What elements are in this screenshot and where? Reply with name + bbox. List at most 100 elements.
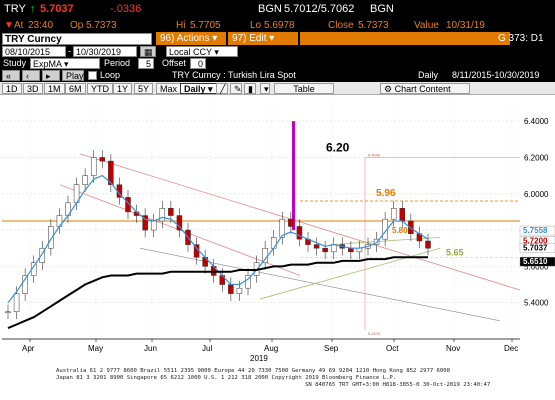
end-date-input[interactable]: 10/30/2019 bbox=[73, 46, 137, 57]
price-label: 5.7037 bbox=[523, 244, 548, 253]
x-tick-label: Jul bbox=[202, 344, 212, 353]
high-value: 5.7705 bbox=[190, 20, 221, 31]
play-button[interactable]: Play bbox=[62, 70, 84, 81]
playback-bar: « ‹ ▸ Play Loop TRY Curncy : Turkish Lir… bbox=[0, 70, 555, 82]
actions-label: Actions bbox=[176, 33, 210, 44]
quote-time: 23:40 bbox=[28, 20, 54, 31]
quote-details: ▼ At 23:40 Op 5.7373 Hi 5.7705 Lo 5.6978… bbox=[0, 20, 555, 32]
y-tick-label: 5.6000 bbox=[524, 262, 549, 271]
period-label: Period bbox=[104, 58, 131, 68]
candle-body bbox=[39, 247, 46, 264]
frequency-label: Daily bbox=[418, 70, 439, 80]
tab-max[interactable]: Max bbox=[156, 83, 182, 94]
table-button[interactable]: Table bbox=[274, 83, 334, 94]
trend-line-green bbox=[259, 247, 441, 300]
price-label-box bbox=[519, 225, 555, 236]
last-price: 5.7037 bbox=[40, 3, 74, 15]
open-label: Op bbox=[70, 20, 84, 31]
page-code: G 373: D1 bbox=[498, 33, 544, 44]
study-label: Study bbox=[3, 58, 27, 68]
candle-body bbox=[22, 275, 28, 294]
currency-select[interactable]: Local CCY ▾ bbox=[166, 46, 238, 57]
command-bar: TRY Curncy 96) Actions ▾ 97) Edit ▾ G 37… bbox=[0, 32, 555, 46]
period-input[interactable]: 5 bbox=[138, 58, 154, 69]
line-tool-icon[interactable]: ╱ bbox=[216, 83, 228, 94]
calendar-icon[interactable]: ▦ bbox=[140, 46, 156, 57]
x-tick-label: Nov bbox=[446, 344, 460, 353]
step-back-icon[interactable]: ‹ bbox=[22, 70, 40, 81]
high-label: Hi bbox=[176, 20, 186, 31]
candle-body bbox=[168, 208, 174, 216]
tab-ytd[interactable]: YTD bbox=[87, 83, 113, 94]
low-value: 5.6978 bbox=[264, 20, 295, 31]
candle-body bbox=[82, 175, 88, 185]
offset-input[interactable]: 0 bbox=[190, 58, 206, 69]
candle-body bbox=[288, 218, 294, 227]
tab-1d[interactable]: 1D bbox=[2, 83, 22, 94]
price-change: -.0336 bbox=[110, 3, 142, 15]
quote-ticker: TRY bbox=[4, 3, 26, 15]
loop-label: Loop bbox=[100, 70, 121, 80]
y-tick-label: 5.4000 bbox=[524, 299, 549, 308]
frequency-value: Daily bbox=[184, 84, 206, 94]
close-value: 5.7373 bbox=[358, 20, 389, 31]
period-tabs: 1D 3D 1M 6M YTD 1Y 5Y Max Daily ▾ ╱ ✎ ▮ … bbox=[0, 82, 555, 95]
edit-number: 97 bbox=[232, 33, 244, 44]
time-prefix: At bbox=[14, 20, 24, 31]
candle-body bbox=[296, 226, 303, 240]
study-select[interactable]: ExpMA ▾ bbox=[30, 58, 100, 69]
open-value: 5.7373 bbox=[86, 20, 117, 31]
candle-body bbox=[390, 208, 397, 220]
candle-body bbox=[228, 284, 234, 294]
toolbar-spacer bbox=[300, 32, 510, 45]
date-span: 8/11/2015-10/30/2019 bbox=[452, 70, 540, 80]
study-bar: Study ExpMA ▾ Period 5 Offset 0 bbox=[0, 58, 555, 70]
step-icon[interactable]: ▸ bbox=[42, 70, 60, 81]
tab-6m[interactable]: 6M bbox=[65, 83, 86, 94]
price-label: 5.7558 bbox=[523, 226, 548, 235]
start-date-input[interactable]: 08/10/2015 bbox=[2, 46, 66, 57]
trend-line-gray bbox=[139, 247, 501, 322]
tab-1y[interactable]: 1Y bbox=[113, 83, 133, 94]
date-range-bar: 08/10/2015 - 10/30/2019 ▦ Local CCY ▾ bbox=[0, 46, 555, 58]
study-value: ExpMA bbox=[33, 59, 62, 69]
tab-5y[interactable]: 5Y bbox=[134, 83, 154, 94]
candle-body bbox=[159, 208, 166, 222]
y-tick-label: 6.2000 bbox=[524, 153, 549, 162]
low-label: Lo bbox=[250, 20, 262, 31]
security-description: TRY Curncy : Turkish Lira Spot bbox=[172, 70, 296, 80]
bid-source-label: BGN bbox=[258, 3, 282, 15]
close-label: Close bbox=[328, 20, 354, 31]
chart-content-button[interactable]: ⚙ Chart Content bbox=[380, 83, 470, 94]
currency-value: Local CCY bbox=[169, 47, 212, 57]
candle-body bbox=[322, 247, 328, 253]
annotation-small-hi: 6.4006 bbox=[368, 152, 381, 157]
candle-body bbox=[245, 275, 251, 289]
x-tick-label: May bbox=[88, 344, 103, 353]
price-chart[interactable]: 6.40006.20006.00005.80005.60005.4000AprM… bbox=[0, 95, 555, 363]
candle-body bbox=[108, 160, 114, 185]
loop-checkbox[interactable] bbox=[88, 71, 97, 80]
x-tick-label: Dec bbox=[504, 344, 518, 353]
tab-1m[interactable]: 1M bbox=[44, 83, 65, 94]
rewind-icon[interactable]: « bbox=[2, 70, 20, 81]
candle-body bbox=[399, 208, 406, 222]
edit-menu[interactable]: 97) Edit ▾ bbox=[228, 32, 298, 45]
candle-body bbox=[5, 311, 11, 314]
candle-body bbox=[142, 215, 148, 231]
candle-body bbox=[425, 240, 431, 249]
edit-label: Edit bbox=[249, 33, 267, 44]
chart-content-label: Chart Content bbox=[394, 84, 451, 94]
bar-chart-icon[interactable]: ▮ bbox=[244, 83, 256, 94]
ticker-input[interactable]: TRY Curncy bbox=[2, 33, 152, 45]
expand-icon[interactable]: ▾ bbox=[260, 83, 270, 94]
y-tick-label: 6.0000 bbox=[524, 190, 549, 199]
value-label: Value bbox=[414, 20, 439, 31]
edit-tool-icon[interactable]: ✎ bbox=[230, 83, 242, 94]
long-ma-line bbox=[7, 256, 428, 330]
actions-menu[interactable]: 96) Actions ▾ bbox=[156, 32, 226, 45]
frequency-select[interactable]: Daily ▾ bbox=[180, 83, 217, 94]
candle-body bbox=[313, 244, 320, 249]
candle-body bbox=[13, 293, 20, 313]
tab-3d[interactable]: 3D bbox=[23, 83, 43, 94]
